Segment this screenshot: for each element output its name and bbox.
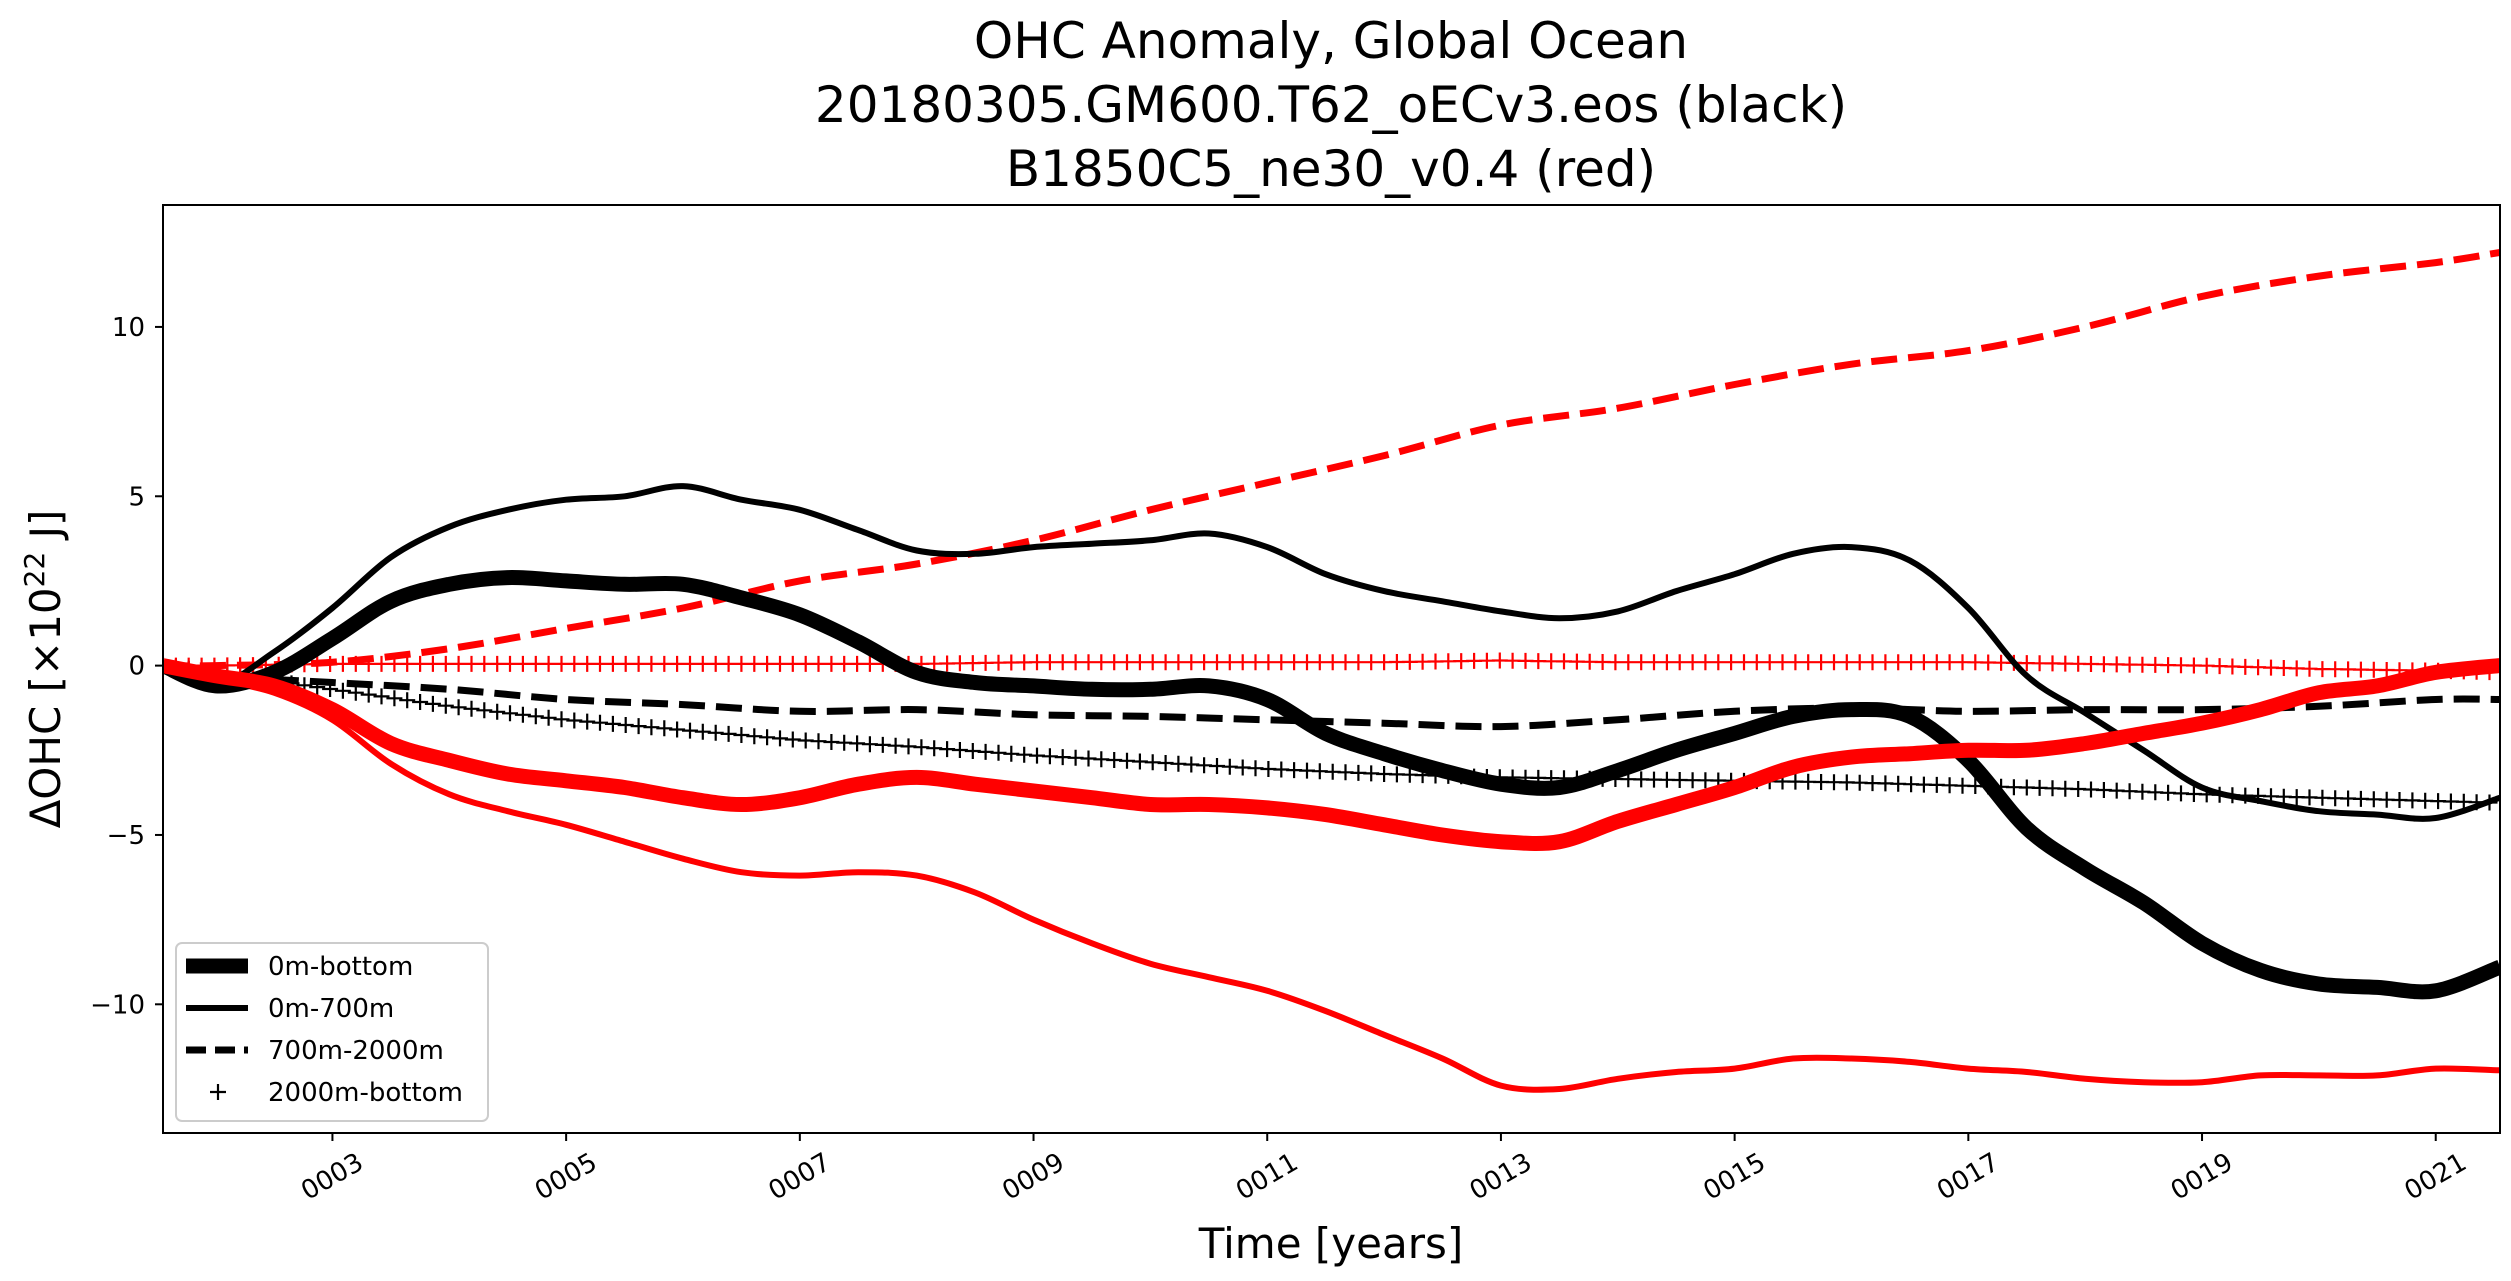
legend: 0m-bottom 0m-700m 700m-2000m 2000m-bottom xyxy=(175,942,489,1122)
y-tick-label: 0 xyxy=(128,652,145,682)
x-axis: 0003 0005 0007 0009 0011 0013 0015 0017 0019 0021 xyxy=(296,1133,2472,1207)
x-tick-label: 0013 xyxy=(1465,1147,1537,1206)
legend-label: 0m-700m xyxy=(268,994,394,1024)
legend-plus-marker xyxy=(210,1084,226,1100)
legend-label: 700m-2000m xyxy=(268,1036,444,1066)
legend-entry-0m-bottom: 0m-bottom xyxy=(186,952,413,982)
x-tick-label: 0005 xyxy=(530,1147,602,1206)
series-layer xyxy=(163,248,2500,1093)
y-tick-label: 10 xyxy=(112,313,145,343)
x-tick-label: 0021 xyxy=(2400,1147,2472,1206)
y-tick-label: 5 xyxy=(128,482,145,512)
x-tick-label: 0003 xyxy=(296,1147,368,1206)
series-red-700m-2000m xyxy=(163,248,2500,670)
line-black-700m-2000m xyxy=(163,662,2500,731)
y-axis-label: ΔOHC [×1022 J] xyxy=(18,510,70,829)
chart-title: OHC Anomaly, Global Ocean 20180305.GM600… xyxy=(815,12,1847,198)
y-axis-label-main: ΔOHC [×10 xyxy=(21,587,70,828)
x-tick-label: 0007 xyxy=(764,1147,836,1206)
legend-box xyxy=(175,942,489,1122)
line-black-0m-bottom xyxy=(163,570,2500,1000)
y-axis: −10 −5 0 5 10 xyxy=(90,313,163,1020)
line-red-0m-bottom xyxy=(163,658,2500,852)
line-red-0m-700m xyxy=(163,662,2500,1093)
y-tick-label: −5 xyxy=(107,821,145,851)
x-tick-label: 0017 xyxy=(1932,1147,2004,1206)
x-tick-label: 0015 xyxy=(1698,1147,1770,1206)
y-axis-label-sup: 22 xyxy=(18,552,51,588)
series-black-700m-2000m xyxy=(163,662,2500,731)
legend-entry-2000m-bottom: 2000m-bottom xyxy=(210,1078,463,1108)
x-tick-label: 0009 xyxy=(997,1147,1069,1206)
line-red-700m-2000m xyxy=(163,248,2500,670)
marker-group-red-2000m-bottom xyxy=(163,652,2498,681)
title-line-3: B1850C5_ne30_v0.4 (red) xyxy=(1006,140,1656,198)
legend-label: 2000m-bottom xyxy=(268,1078,463,1108)
line-black-0m-700m xyxy=(163,483,2500,822)
axes-frame xyxy=(162,204,2501,1134)
x-tick-label: 0011 xyxy=(1231,1147,1303,1206)
series-red-0m-bottom xyxy=(163,658,2500,852)
series-black-0m-700m xyxy=(163,483,2500,822)
legend-entry-0m-700m: 0m-700m xyxy=(186,994,394,1024)
title-line-1: OHC Anomaly, Global Ocean xyxy=(974,12,1688,70)
y-axis-label-end: J] xyxy=(21,510,70,552)
series-red-2000m-bottom xyxy=(163,652,2498,681)
legend-label: 0m-bottom xyxy=(268,952,413,982)
x-axis-label: Time [years] xyxy=(1198,1219,1464,1268)
series-black-0m-bottom xyxy=(163,570,2500,1000)
title-line-2: 20180305.GM600.T62_oECv3.eos (black) xyxy=(815,76,1847,134)
y-tick-label: −10 xyxy=(90,990,145,1020)
series-red-0m-700m xyxy=(163,662,2500,1093)
legend-entry-700m-2000m: 700m-2000m xyxy=(186,1036,444,1066)
x-tick-label: 0019 xyxy=(2166,1147,2238,1206)
